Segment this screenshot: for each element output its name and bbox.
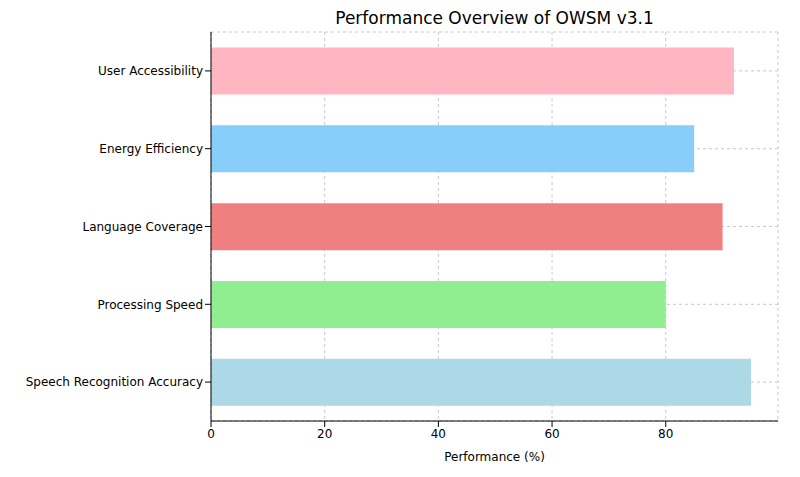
svg-text:Processing Speed: Processing Speed — [97, 298, 203, 312]
svg-text:40: 40 — [431, 427, 446, 441]
svg-text:20: 20 — [317, 427, 332, 441]
svg-text:Performance (%): Performance (%) — [444, 450, 545, 464]
html-text:Performance Overview of OWSM v: Performance Overview of OWSM v3.1 — [335, 8, 654, 28]
svg-text:Energy Efficiency: Energy Efficiency — [99, 142, 203, 156]
svg-text:Speech Recognition Accuracy: Speech Recognition Accuracy — [26, 375, 203, 389]
svg-text:80: 80 — [658, 427, 673, 441]
svg-text:60: 60 — [544, 427, 559, 441]
svg-text:User Accessibility: User Accessibility — [98, 64, 203, 78]
svg-text:Language Coverage: Language Coverage — [82, 220, 203, 234]
svg-text:0: 0 — [207, 427, 215, 441]
